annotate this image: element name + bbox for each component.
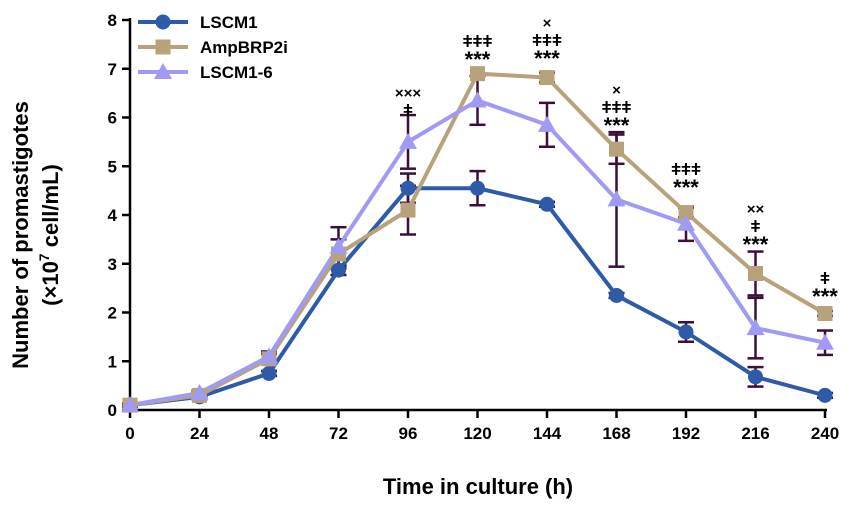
x-axis-title: Time in culture (h) xyxy=(383,474,573,499)
data-point-lscm1 xyxy=(539,196,555,212)
annotation-text: ǂǂǂ xyxy=(671,160,701,179)
annotation-text: ǂ xyxy=(751,217,761,236)
data-point-ampbrp2i xyxy=(609,141,624,157)
x-tick-label: 144 xyxy=(533,424,562,443)
legend-marker-ampbrp2i xyxy=(155,39,171,55)
x-tick-label: 24 xyxy=(190,424,209,443)
data-point-lscm1 xyxy=(609,287,624,303)
y-axis-title-line1: Number of promastigotes xyxy=(8,101,33,369)
data-point-ampbrp2i xyxy=(748,266,763,281)
y-axis-title-sup: 7 xyxy=(36,253,52,261)
data-point-lscm1-6 xyxy=(121,396,139,413)
y-axis-title-line2-end: cell/mL) xyxy=(38,164,63,253)
data-point-lscm1 xyxy=(678,324,694,340)
data-point-ampbrp2i xyxy=(400,202,416,218)
x-tick-label: 216 xyxy=(741,424,769,443)
data-point-lscm1 xyxy=(261,365,277,381)
x-axis-ticks: 0 24 48 72 96 120 144 168 192 216 240 xyxy=(125,410,839,443)
y-tick-label: 5 xyxy=(108,157,117,176)
annotation-text: *** xyxy=(465,47,491,72)
data-point-lscm1 xyxy=(817,387,833,403)
data-point-ampbrp2i xyxy=(678,205,694,221)
y-tick-label: 4 xyxy=(108,206,118,225)
data-point-lscm1-6 xyxy=(399,132,417,149)
y-axis-title-line2: (×107 cell/mL) xyxy=(36,164,63,306)
annotation-text: ××× xyxy=(395,85,422,102)
legend-label-ampbrp2i: AmpBRP2i xyxy=(200,38,288,57)
data-point-lscm1-6 xyxy=(260,347,278,364)
annotation-text: *** xyxy=(743,232,769,257)
legend-marker-lscm1 xyxy=(155,14,171,30)
x-tick-label: 168 xyxy=(602,424,630,443)
y-tick-label: 7 xyxy=(108,60,117,79)
x-tick-label: 0 xyxy=(125,424,134,443)
x-tick-label: 72 xyxy=(329,424,348,443)
annotation-text: × xyxy=(543,15,552,32)
annotation-text: *** xyxy=(604,113,630,138)
legend-label-lscm1: LSCM1 xyxy=(200,13,258,32)
x-tick-label: 192 xyxy=(672,424,700,443)
y-axis-ticks: 0 1 2 3 4 5 6 7 8 xyxy=(108,11,130,420)
data-point-lscm1 xyxy=(748,369,763,385)
data-point-lscm1-6 xyxy=(816,333,834,350)
annotation-text: ǂǂǂ xyxy=(463,32,493,51)
data-point-lscm1 xyxy=(331,262,346,278)
x-tick-label: 48 xyxy=(260,424,279,443)
data-point-lscm1 xyxy=(470,180,485,196)
y-axis-title: Number of promastigotes (×107 cell/mL) xyxy=(8,101,63,369)
annotation-text: × xyxy=(612,82,621,99)
legend: LSCM1 AmpBRP2i LSCM1-6 xyxy=(138,13,288,82)
data-point-lscm1-6 xyxy=(607,190,626,207)
legend-label-lscm1-6: LSCM1-6 xyxy=(200,63,273,82)
annotation-text: *** xyxy=(673,175,699,200)
annotation-text: ×× xyxy=(747,201,765,218)
data-point-lscm1 xyxy=(400,180,416,196)
annotation-text: ǂ xyxy=(820,269,830,288)
data-point-lscm1-6 xyxy=(677,214,695,231)
y-axis-title-line2-start: (×10 xyxy=(38,261,63,306)
annotation-text: ǂǂǂ xyxy=(532,31,562,50)
x-tick-label: 240 xyxy=(811,424,839,443)
data-point-ampbrp2i xyxy=(470,66,485,82)
legend-marker-lscm1-6 xyxy=(154,63,172,79)
data-point-lscm1-6 xyxy=(329,237,348,254)
y-tick-label: 3 xyxy=(108,255,117,274)
data-point-lscm1-6 xyxy=(538,115,556,132)
y-tick-label: 6 xyxy=(108,109,117,128)
series-line-lscm1-6 xyxy=(129,98,826,408)
annotation-text: ǂǂǂ xyxy=(602,98,632,117)
data-point-lscm1-6 xyxy=(468,91,487,108)
data-point-ampbrp2i xyxy=(539,70,555,86)
y-tick-label: 8 xyxy=(108,11,117,30)
data-point-ampbrp2i xyxy=(817,305,833,321)
data-point-lscm1-6 xyxy=(190,383,209,400)
y-tick-label: 0 xyxy=(108,401,117,420)
data-point-lscm1-6 xyxy=(746,319,765,336)
annotation-text: ǂ xyxy=(403,101,413,120)
series-markers xyxy=(121,66,834,413)
x-tick-label: 96 xyxy=(399,424,418,443)
x-tick-label: 120 xyxy=(463,424,491,443)
annotation-text: *** xyxy=(812,284,838,309)
y-tick-label: 2 xyxy=(108,304,117,323)
y-tick-label: 1 xyxy=(108,352,117,371)
annotation-text: *** xyxy=(534,46,560,71)
